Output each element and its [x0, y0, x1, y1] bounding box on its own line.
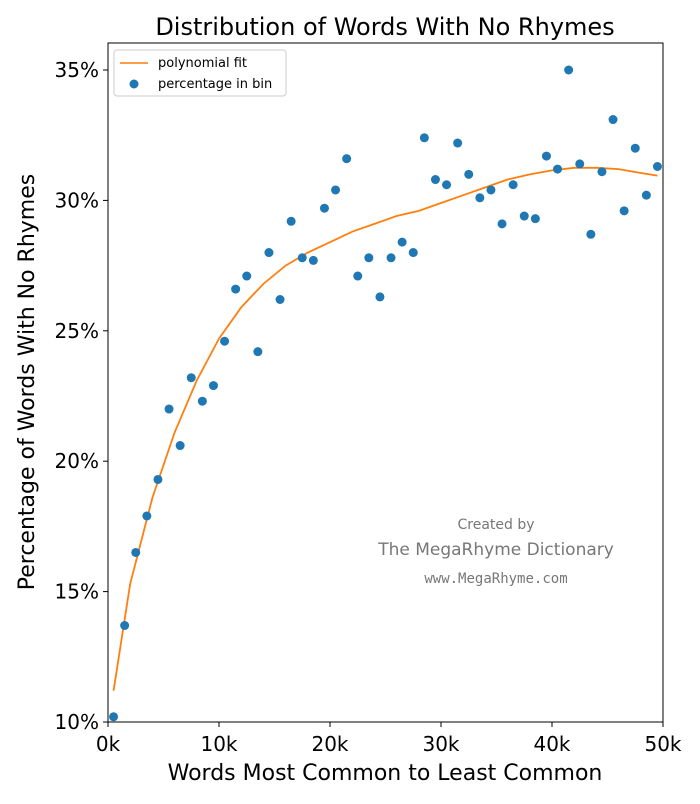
data-point: [553, 164, 563, 174]
x-tick-label: 40k: [533, 732, 570, 756]
data-point: [331, 185, 341, 195]
data-point: [508, 180, 518, 190]
data-point: [164, 404, 174, 414]
y-tick-label: 35%: [55, 58, 99, 82]
legend-box: [113, 49, 287, 97]
data-point: [619, 206, 629, 216]
data-point: [220, 336, 230, 346]
data-point: [375, 292, 385, 302]
data-point: [308, 255, 318, 265]
data-point: [208, 381, 218, 391]
annotation-dictionary: The MegaRhyme Dictionary: [377, 540, 614, 560]
data-point: [353, 271, 363, 281]
data-point: [630, 143, 640, 153]
legend-dot-swatch: [129, 79, 139, 89]
data-point: [342, 154, 352, 164]
data-point: [652, 161, 662, 171]
data-point: [175, 441, 185, 451]
annotation-created-by: Created by: [457, 517, 534, 533]
data-point: [408, 248, 418, 258]
x-tick-label: 0k: [96, 732, 121, 756]
plot-frame: [107, 42, 664, 723]
data-point: [519, 211, 529, 221]
data-point: [142, 511, 152, 521]
x-axis-label: Words Most Common to Least Common: [168, 761, 603, 786]
legend: polynomial fit percentage in bin: [113, 49, 287, 97]
data-point: [386, 253, 396, 263]
data-point: [131, 547, 141, 557]
data-point: [497, 219, 507, 229]
chart-title: Distribution of Words With No Rhymes: [155, 13, 614, 41]
data-point: [186, 373, 196, 383]
y-axis-label: Percentage of Words With No Rhymes: [15, 174, 40, 591]
y-tick-label: 30%: [55, 188, 99, 212]
data-point: [153, 474, 163, 484]
data-point: [109, 712, 119, 722]
data-point: [530, 214, 540, 224]
data-point: [419, 133, 429, 143]
x-tick-label: 50k: [644, 732, 681, 756]
data-point: [197, 396, 207, 406]
data-point: [453, 138, 463, 148]
data-point: [475, 193, 485, 203]
data-point: [608, 115, 618, 125]
data-point: [319, 203, 329, 213]
data-point: [641, 190, 651, 200]
legend-label-fit: polynomial fit: [158, 56, 247, 71]
data-point: [575, 159, 585, 169]
y-axis: 10% 15% 20% 25% 30% 35%: [55, 58, 108, 734]
data-point: [253, 347, 263, 357]
y-tick-label: 25%: [55, 319, 99, 343]
data-point: [242, 271, 252, 281]
y-tick-label: 20%: [55, 449, 99, 473]
data-point: [564, 65, 574, 75]
data-point: [464, 169, 474, 179]
data-point: [364, 253, 374, 263]
legend-label-scatter: percentage in bin: [158, 77, 272, 92]
x-tick-label: 30k: [422, 732, 459, 756]
fit-line: [112, 166, 658, 691]
data-point: [597, 167, 607, 177]
x-tick-label: 10k: [200, 732, 237, 756]
data-point: [297, 253, 307, 263]
x-tick-label: 20k: [311, 732, 348, 756]
data-point: [541, 151, 551, 161]
data-point: [120, 621, 130, 631]
data-point: [430, 175, 440, 185]
y-tick-label: 15%: [55, 580, 99, 604]
data-point: [231, 284, 241, 294]
x-axis: 0k 10k 20k 30k 40k 50k: [96, 722, 682, 756]
annotation-url: www.MegaRhyme.com: [424, 571, 567, 587]
plot-area: [109, 65, 662, 722]
data-point: [442, 180, 452, 190]
data-point: [586, 229, 596, 239]
y-tick-label: 10%: [55, 710, 99, 734]
data-point: [286, 216, 296, 226]
data-point: [486, 185, 496, 195]
data-point: [275, 295, 285, 305]
data-point: [397, 237, 407, 247]
data-point: [264, 248, 274, 258]
